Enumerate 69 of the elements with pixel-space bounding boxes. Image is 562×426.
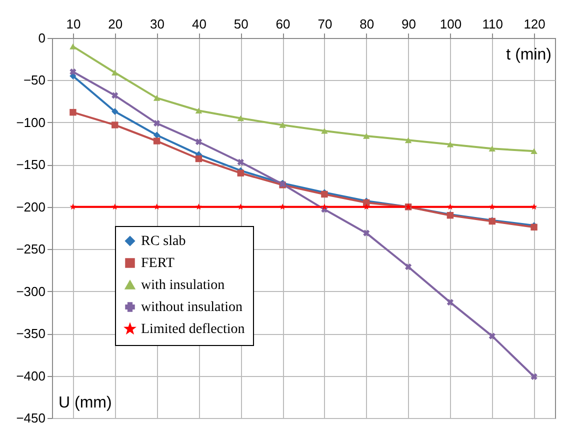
- point: [153, 132, 160, 138]
- y-tick-label: 0: [38, 30, 46, 46]
- x-tick-label: 100: [440, 16, 462, 32]
- point: [446, 298, 454, 306]
- y-tick-label: −150: [16, 157, 46, 172]
- point: [195, 138, 202, 146]
- point: [237, 204, 244, 210]
- legend-label: FERT: [141, 256, 175, 271]
- x-tick-label: 50: [234, 16, 248, 32]
- legend-label: RC slab: [141, 234, 186, 249]
- point: [70, 44, 76, 50]
- legend-label: without insulation: [141, 300, 242, 315]
- point: [363, 133, 370, 139]
- point: [195, 155, 202, 162]
- x-tick-label: 60: [276, 16, 290, 32]
- legend-label: with insulation: [141, 278, 225, 293]
- y-axis-title: U (mm): [58, 394, 112, 412]
- x-tick-label: 40: [192, 16, 206, 32]
- legend-label: Limited deflection: [141, 322, 245, 337]
- point: [237, 170, 244, 176]
- point: [195, 108, 202, 114]
- point: [530, 204, 538, 210]
- y-tick-label: −250: [16, 242, 46, 257]
- point: [321, 204, 328, 210]
- point: [70, 108, 76, 116]
- x-tick-label: 80: [360, 16, 374, 32]
- point: [70, 68, 76, 76]
- point: [279, 122, 286, 128]
- point: [153, 120, 160, 127]
- y-tick-label: −300: [16, 284, 46, 299]
- point: [112, 92, 118, 99]
- point: [279, 204, 286, 210]
- point: [112, 70, 118, 76]
- x-tick-label: 70: [318, 16, 332, 32]
- x-tick-label: 30: [150, 16, 165, 32]
- x-axis-title: t (min): [506, 46, 552, 64]
- point: [237, 158, 244, 166]
- y-tick-label: −100: [16, 114, 46, 130]
- point: [404, 137, 412, 144]
- point: [530, 148, 538, 154]
- point: [363, 230, 370, 236]
- point: [363, 204, 370, 210]
- x-tick-label: 120: [524, 16, 546, 32]
- x-tick-label: 90: [402, 16, 416, 32]
- y-tick-label: −400: [16, 368, 46, 384]
- point: [112, 204, 118, 210]
- x-tick-label: 110: [482, 16, 503, 32]
- x-tick-label: 20: [108, 16, 123, 32]
- point: [112, 122, 118, 128]
- point: [447, 204, 454, 210]
- point: [237, 115, 244, 122]
- point: [154, 204, 160, 210]
- point: [530, 373, 538, 380]
- point: [153, 95, 160, 101]
- point: [488, 204, 496, 210]
- y-tick-label: −350: [16, 326, 46, 342]
- point: [446, 141, 454, 148]
- point: [112, 108, 118, 115]
- y-tick-label: −450: [16, 410, 46, 426]
- y-tick-label: −200: [16, 199, 46, 214]
- y-tick-label: −50: [23, 72, 46, 88]
- point: [404, 264, 412, 270]
- point: [70, 204, 76, 210]
- point: [488, 332, 496, 340]
- point: [488, 146, 496, 152]
- x-tick-label: 10: [66, 16, 81, 32]
- point: [153, 138, 160, 144]
- point: [196, 204, 202, 210]
- point: [321, 128, 328, 134]
